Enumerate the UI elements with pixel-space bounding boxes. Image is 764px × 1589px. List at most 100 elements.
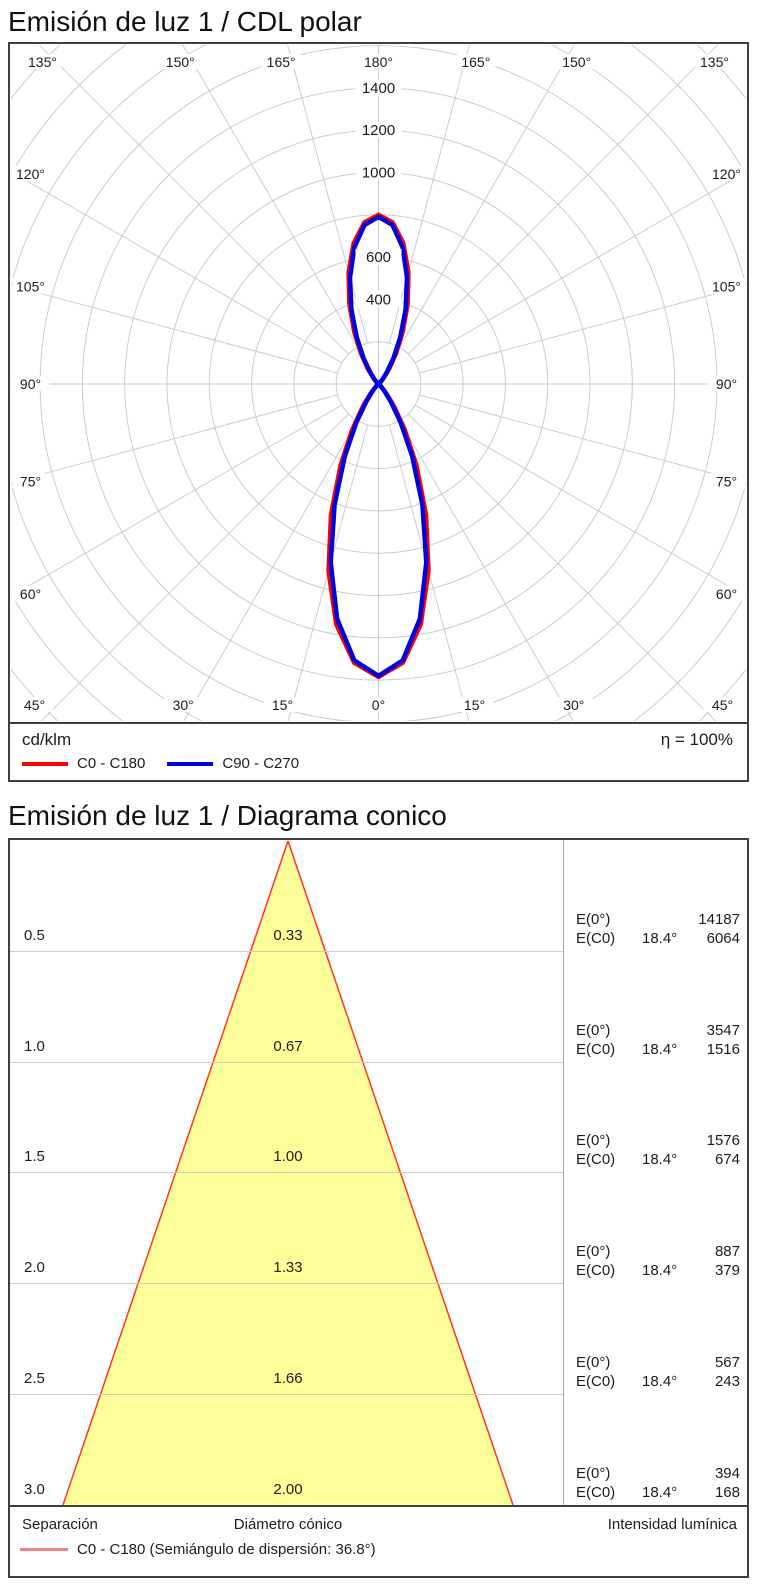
svg-text:150°: 150° (562, 54, 591, 70)
svg-text:75°: 75° (20, 473, 41, 489)
legend-line-swatch (22, 761, 68, 766)
svg-text:105°: 105° (712, 279, 741, 295)
beam-half-angle: 18.4° (642, 1151, 678, 1168)
separation-column-label: Separación (22, 1516, 98, 1533)
ec0-value: 379 (714, 1262, 740, 1279)
cone-separation-label: 1.5 (24, 1148, 45, 1165)
svg-text:90°: 90° (716, 376, 737, 392)
e0-label: E(0°) (576, 911, 611, 928)
cone-chart: 0.5 0.33 E(0°) 14187 E(C0) 18.4° 6064 1.0 0.67 E(… (8, 838, 749, 1507)
beam-half-angle: 18.4° (642, 1262, 678, 1279)
svg-text:400: 400 (366, 291, 391, 308)
svg-text:120°: 120° (712, 166, 741, 182)
e0-value: 3547 (706, 1022, 740, 1039)
svg-text:1000: 1000 (362, 165, 395, 182)
polar-chart-title: Emisión de luz 1 / CDL polar (8, 6, 362, 37)
ec0-label: E(C0) (576, 1262, 616, 1279)
beam-half-angle: 18.4° (642, 1041, 678, 1058)
svg-text:150°: 150° (166, 54, 195, 70)
svg-text:75°: 75° (716, 473, 737, 489)
svg-text:180°: 180° (364, 54, 393, 70)
e0-label: E(0°) (576, 1132, 611, 1149)
cone-diameter-label: 0.67 (273, 1038, 303, 1055)
svg-text:15°: 15° (272, 697, 293, 713)
cone-diameter-label: 1.66 (273, 1370, 303, 1387)
polar-legend-item: C0 - C180 (22, 755, 145, 772)
cone-separation-label: 1.0 (24, 1038, 45, 1055)
cone-diameter-label: 2.00 (273, 1481, 303, 1498)
e0-label: E(0°) (576, 1022, 611, 1039)
cone-separation-label: 0.5 (24, 927, 45, 944)
diameter-column-label: Diámetro cónico (233, 1516, 343, 1533)
cone-separation-label: 2.5 (24, 1370, 45, 1387)
ec0-value: 1516 (706, 1041, 740, 1058)
ec0-value: 243 (714, 1373, 740, 1390)
ec0-label: E(C0) (576, 1484, 616, 1501)
polar-legend: cd/klm η = 100% C0 - C180 C90 - C270 (8, 722, 749, 782)
e0-value: 887 (714, 1243, 740, 1260)
polar-unit-label: cd/klm (22, 730, 72, 749)
polar-legend-item: C90 - C270 (167, 755, 299, 772)
ec0-label: E(C0) (576, 930, 616, 947)
svg-text:600: 600 (366, 249, 391, 266)
e0-label: E(0°) (576, 1354, 611, 1371)
beam-half-angle: 18.4° (642, 1484, 678, 1501)
cone-illuminance-row: E(0°) 567 E(C0) 18.4° 243 (576, 1353, 740, 1391)
beam-half-angle: 18.4° (642, 930, 678, 947)
polar-grid (11, 45, 746, 721)
svg-text:60°: 60° (20, 586, 41, 602)
e0-value: 1576 (706, 1132, 740, 1149)
e0-label: E(0°) (576, 1465, 611, 1482)
ec0-label: E(C0) (576, 1041, 616, 1058)
svg-text:60°: 60° (716, 586, 737, 602)
ec0-label: E(C0) (576, 1151, 616, 1168)
efficiency-label: η = 100% (660, 730, 733, 749)
svg-text:45°: 45° (712, 697, 733, 713)
cone-legend: C0 - C180 (Semiángulo de dispersión: 36.… (20, 1541, 376, 1558)
e0-label: E(0°) (576, 1243, 611, 1260)
cone-diameter-label: 1.00 (273, 1148, 303, 1165)
cone-illuminance-row: E(0°) 1576 E(C0) 18.4° 674 (576, 1131, 740, 1169)
polar-curve-c90-c270 (328, 214, 429, 679)
cone-legend-swatch (20, 1548, 68, 1551)
ec0-value: 674 (714, 1151, 740, 1168)
cone-footer: Separación Diámetro cónico Intensidad lu… (8, 1505, 749, 1578)
legend-series-label: C0 - C180 (77, 755, 146, 772)
svg-text:120°: 120° (16, 166, 45, 182)
e0-value: 394 (714, 1465, 740, 1482)
ec0-value: 6064 (706, 930, 740, 947)
ec0-label: E(C0) (576, 1373, 616, 1390)
polar-angle-labels: 0° 15° 15° 30° 30° 45° 45° 60° 60° 75° 75° 90° 90° 10… (11, 54, 746, 713)
intensity-column-label: Intensidad lumínica (607, 1516, 737, 1533)
legend-line-swatch (167, 761, 214, 766)
svg-text:165°: 165° (461, 54, 490, 70)
cone-chart-svg (10, 840, 563, 1505)
svg-text:165°: 165° (267, 54, 296, 70)
cone-illuminance-row: E(0°) 887 E(C0) 18.4° 379 (576, 1242, 740, 1280)
beam-half-angle: 18.4° (642, 1373, 678, 1390)
ec0-value: 168 (714, 1484, 740, 1501)
polar-legend-items: C0 - C180 C90 - C270 (10, 749, 747, 772)
cone-diameter-label: 0.33 (273, 927, 303, 944)
svg-text:1200: 1200 (362, 122, 395, 139)
svg-text:0°: 0° (372, 697, 385, 713)
e0-value: 567 (714, 1354, 740, 1371)
svg-text:15°: 15° (464, 697, 485, 713)
e0-value: 14187 (698, 911, 740, 928)
cone-illuminance-row: E(0°) 3547 E(C0) 18.4° 1516 (576, 1021, 740, 1059)
cone-chart-title: Emisión de luz 1 / Diagrama conico (8, 800, 447, 831)
cone-illuminance-row: E(0°) 14187 E(C0) 18.4° 6064 (576, 910, 740, 948)
svg-text:105°: 105° (16, 279, 45, 295)
cone-illuminance-row: E(0°) 394 E(C0) 18.4° 168 (576, 1464, 740, 1502)
polar-ring-labels: 400 600 1000 1200 1400 (355, 79, 402, 308)
cone-legend-label: C0 - C180 (Semiángulo de dispersión: 36.… (77, 1541, 376, 1558)
svg-text:30°: 30° (173, 697, 194, 713)
svg-text:135°: 135° (28, 54, 57, 70)
cone-separation-label: 3.0 (24, 1481, 45, 1498)
cone-panel-divider (563, 840, 564, 1505)
legend-series-label: C90 - C270 (222, 755, 300, 772)
cone-diameter-label: 1.33 (273, 1259, 303, 1276)
svg-text:30°: 30° (563, 697, 584, 713)
polar-chart-svg: 400 600 1000 1200 1400 0° 15° 15° 30° 30° 45° 45° 60… (11, 45, 746, 721)
